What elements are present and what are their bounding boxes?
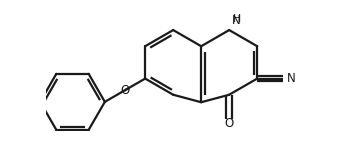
Text: O: O	[120, 84, 130, 97]
Text: N: N	[232, 14, 241, 27]
Text: N: N	[287, 72, 296, 85]
Text: H: H	[233, 14, 241, 24]
Text: O: O	[224, 117, 234, 131]
